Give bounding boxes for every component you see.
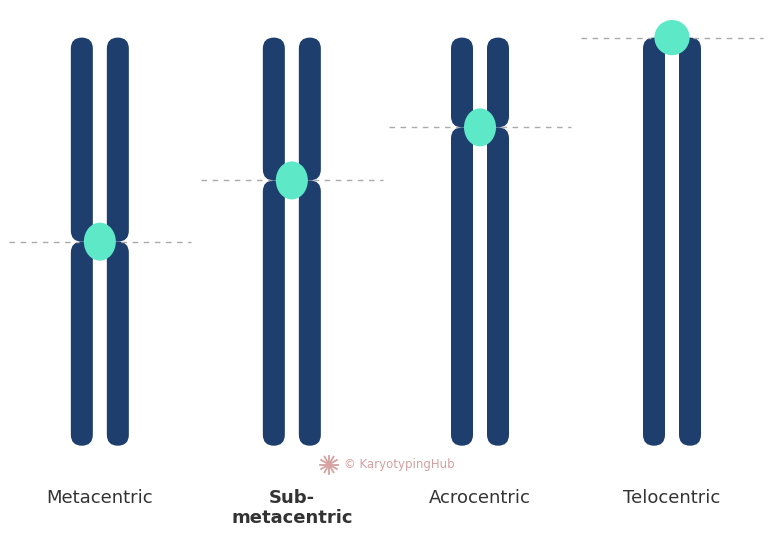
FancyBboxPatch shape (451, 127, 473, 446)
FancyBboxPatch shape (487, 127, 509, 446)
Text: © KaryotypingHub: © KaryotypingHub (344, 458, 455, 471)
Ellipse shape (464, 108, 496, 147)
FancyBboxPatch shape (107, 242, 129, 446)
FancyBboxPatch shape (299, 38, 321, 180)
FancyBboxPatch shape (679, 38, 701, 446)
FancyBboxPatch shape (263, 38, 285, 180)
FancyBboxPatch shape (643, 38, 665, 446)
FancyBboxPatch shape (71, 242, 93, 446)
FancyBboxPatch shape (299, 180, 321, 446)
Text: Sub-
metacentric: Sub- metacentric (231, 489, 353, 527)
FancyBboxPatch shape (71, 38, 93, 242)
Ellipse shape (84, 223, 116, 260)
FancyBboxPatch shape (107, 38, 129, 242)
Text: Telocentric: Telocentric (624, 489, 720, 507)
FancyBboxPatch shape (487, 38, 509, 127)
FancyBboxPatch shape (451, 38, 473, 127)
Circle shape (654, 20, 690, 55)
FancyBboxPatch shape (263, 180, 285, 446)
Ellipse shape (276, 162, 308, 199)
Text: Metacentric: Metacentric (47, 489, 153, 507)
Text: Acrocentric: Acrocentric (429, 489, 531, 507)
